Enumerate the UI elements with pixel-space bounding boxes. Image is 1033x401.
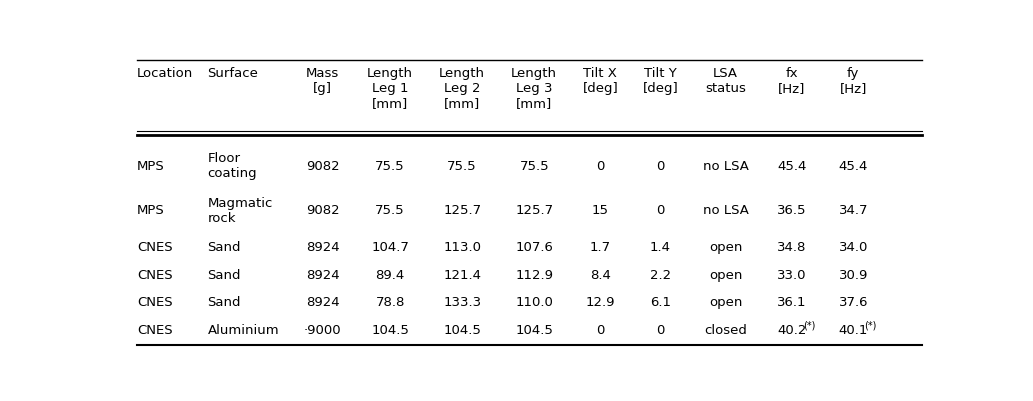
Text: Floor
coating: Floor coating — [208, 152, 257, 180]
Text: (*): (*) — [865, 321, 877, 331]
Text: 40.1: 40.1 — [839, 324, 868, 337]
Text: 125.7: 125.7 — [443, 205, 481, 217]
Text: 8.4: 8.4 — [590, 269, 611, 282]
Text: no LSA: no LSA — [702, 160, 749, 173]
Text: 37.6: 37.6 — [839, 296, 868, 309]
Text: 8924: 8924 — [306, 296, 340, 309]
Text: 104.5: 104.5 — [443, 324, 481, 337]
Text: CNES: CNES — [137, 269, 173, 282]
Text: 112.9: 112.9 — [515, 269, 554, 282]
Text: 110.0: 110.0 — [515, 296, 553, 309]
Text: Sand: Sand — [208, 296, 241, 309]
Text: 15: 15 — [592, 205, 608, 217]
Text: closed: closed — [705, 324, 747, 337]
Text: 34.7: 34.7 — [839, 205, 868, 217]
Text: 2.2: 2.2 — [650, 269, 670, 282]
Text: 104.5: 104.5 — [515, 324, 553, 337]
Text: 0: 0 — [656, 324, 664, 337]
Text: 12.9: 12.9 — [586, 296, 615, 309]
Text: Tilt Y
[deg]: Tilt Y [deg] — [643, 67, 679, 95]
Text: MPS: MPS — [137, 205, 165, 217]
Text: 104.5: 104.5 — [371, 324, 409, 337]
Text: 34.0: 34.0 — [839, 241, 868, 254]
Text: 113.0: 113.0 — [443, 241, 481, 254]
Text: 104.7: 104.7 — [371, 241, 409, 254]
Text: 89.4: 89.4 — [375, 269, 405, 282]
Text: CNES: CNES — [137, 296, 173, 309]
Text: 40.2: 40.2 — [777, 324, 807, 337]
Text: (*): (*) — [803, 321, 815, 331]
Text: 125.7: 125.7 — [515, 205, 554, 217]
Text: 107.6: 107.6 — [515, 241, 553, 254]
Text: 9082: 9082 — [306, 160, 340, 173]
Text: 34.8: 34.8 — [777, 241, 807, 254]
Text: 0: 0 — [596, 324, 604, 337]
Text: 0: 0 — [596, 160, 604, 173]
Text: open: open — [709, 241, 743, 254]
Text: Length
Leg 3
[mm]: Length Leg 3 [mm] — [511, 67, 557, 109]
Text: 6.1: 6.1 — [650, 296, 670, 309]
Text: 0: 0 — [656, 160, 664, 173]
Text: Tilt X
[deg]: Tilt X [deg] — [583, 67, 618, 95]
Text: open: open — [709, 296, 743, 309]
Text: Magmatic
rock: Magmatic rock — [208, 197, 273, 225]
Text: Length
Leg 1
[mm]: Length Leg 1 [mm] — [367, 67, 413, 109]
Text: 75.5: 75.5 — [520, 160, 549, 173]
Text: 36.5: 36.5 — [777, 205, 807, 217]
Text: 45.4: 45.4 — [777, 160, 807, 173]
Text: 1.7: 1.7 — [590, 241, 611, 254]
Text: 8924: 8924 — [306, 241, 340, 254]
Text: Length
Leg 2
[mm]: Length Leg 2 [mm] — [439, 67, 486, 109]
Text: 8924: 8924 — [306, 269, 340, 282]
Text: fx
[Hz]: fx [Hz] — [778, 67, 806, 95]
Text: no LSA: no LSA — [702, 205, 749, 217]
Text: CNES: CNES — [137, 324, 173, 337]
Text: 75.5: 75.5 — [375, 205, 405, 217]
Text: fy
[Hz]: fy [Hz] — [840, 67, 867, 95]
Text: 1.4: 1.4 — [650, 241, 670, 254]
Text: 75.5: 75.5 — [375, 160, 405, 173]
Text: 9082: 9082 — [306, 205, 340, 217]
Text: 75.5: 75.5 — [447, 160, 477, 173]
Text: 78.8: 78.8 — [375, 296, 405, 309]
Text: 121.4: 121.4 — [443, 269, 481, 282]
Text: LSA
status: LSA status — [706, 67, 746, 95]
Text: open: open — [709, 269, 743, 282]
Text: 36.1: 36.1 — [777, 296, 807, 309]
Text: Location: Location — [137, 67, 193, 80]
Text: 0: 0 — [656, 205, 664, 217]
Text: MPS: MPS — [137, 160, 165, 173]
Text: ‧9000: ‧9000 — [304, 324, 342, 337]
Text: Mass
[g]: Mass [g] — [306, 67, 340, 95]
Text: 33.0: 33.0 — [777, 269, 807, 282]
Text: 45.4: 45.4 — [839, 160, 868, 173]
Text: CNES: CNES — [137, 241, 173, 254]
Text: Surface: Surface — [208, 67, 258, 80]
Text: Aluminium: Aluminium — [208, 324, 279, 337]
Text: Sand: Sand — [208, 269, 241, 282]
Text: 30.9: 30.9 — [839, 269, 868, 282]
Text: Sand: Sand — [208, 241, 241, 254]
Text: 133.3: 133.3 — [443, 296, 481, 309]
